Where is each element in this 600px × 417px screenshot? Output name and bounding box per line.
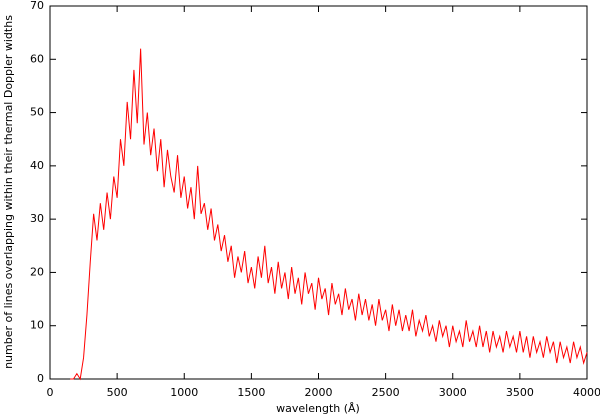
x-tick-label: 3500 — [506, 386, 534, 399]
y-tick-label: 20 — [30, 265, 44, 278]
x-tick-label: 500 — [107, 386, 128, 399]
x-tick-label: 3000 — [439, 386, 467, 399]
x-tick-label: 1500 — [237, 386, 265, 399]
data-line — [70, 48, 588, 381]
y-axis-label: number of lines overlapping within their… — [2, 15, 15, 369]
x-tick-label: 4000 — [573, 386, 600, 399]
x-tick-label: 0 — [47, 386, 54, 399]
y-tick-label: 50 — [30, 106, 44, 119]
x-axis-label: wavelength (Å) — [276, 402, 360, 415]
y-tick-label: 60 — [30, 52, 44, 65]
y-tick-label: 30 — [30, 212, 44, 225]
y-tick-label: 70 — [30, 0, 44, 12]
y-tick-label: 0 — [37, 372, 44, 385]
x-tick-label: 2000 — [305, 386, 333, 399]
x-tick-label: 1000 — [170, 386, 198, 399]
y-tick-label: 40 — [30, 159, 44, 172]
plot-frame — [49, 5, 588, 380]
y-tick-label: 10 — [30, 319, 44, 332]
x-tick-label: 2500 — [372, 386, 400, 399]
